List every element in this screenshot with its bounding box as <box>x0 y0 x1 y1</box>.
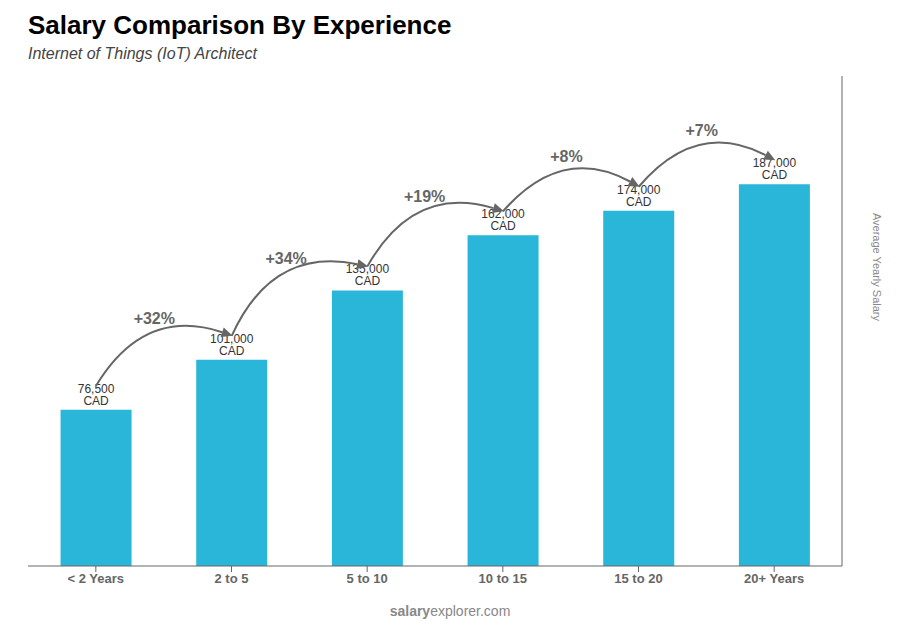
html-text:162,000: 162,000 <box>481 207 525 222</box>
svg-text:< 2 Years: < 2 Years <box>68 571 125 586</box>
html-text:76,500: 76,500 <box>77 381 115 396</box>
html-text:CAD: CAD <box>219 343 245 358</box>
html-text:CAD: CAD <box>490 219 516 234</box>
svg-text:15 to 20: 15 to 20 <box>614 571 662 586</box>
svg-text:5 to 10: 5 to 10 <box>347 571 388 586</box>
html-text:Internet of Things (IoT) Archi: Internet of Things (IoT) Architect <box>28 45 257 62</box>
html-text:135,000: 135,000 <box>345 262 390 277</box>
svg-text:+34%: +34% <box>265 250 306 267</box>
svg-text:10 to 15: 10 to 15 <box>479 571 527 586</box>
svg-text:+19%: +19% <box>404 188 445 205</box>
html-text:CAD: CAD <box>83 393 109 408</box>
html-text:CAD: CAD <box>626 194 652 209</box>
html-text:174,000: 174,000 <box>617 182 661 197</box>
svg-text:+32%: +32% <box>134 310 175 327</box>
html-text:187,000: 187,000 <box>752 156 797 171</box>
html-text:CAD: CAD <box>354 274 381 289</box>
svg-text:+8%: +8% <box>550 148 582 165</box>
svg-text:+7%: +7% <box>685 122 717 139</box>
svg-text:20+ Years: 20+ Years <box>744 571 804 586</box>
svg-text:2 to 5: 2 to 5 <box>215 571 249 586</box>
html-text:salary explorer.com: salary explorer.com <box>389 603 511 619</box>
html-text:Salary Comparison By Experienc: Salary Comparison By Experience <box>28 10 452 40</box>
html-text:101,000: 101,000 <box>210 331 254 346</box>
html-text:CAD: CAD <box>761 168 788 183</box>
svg-text:Average Yearly Salary: Average Yearly Salary <box>871 213 883 322</box>
